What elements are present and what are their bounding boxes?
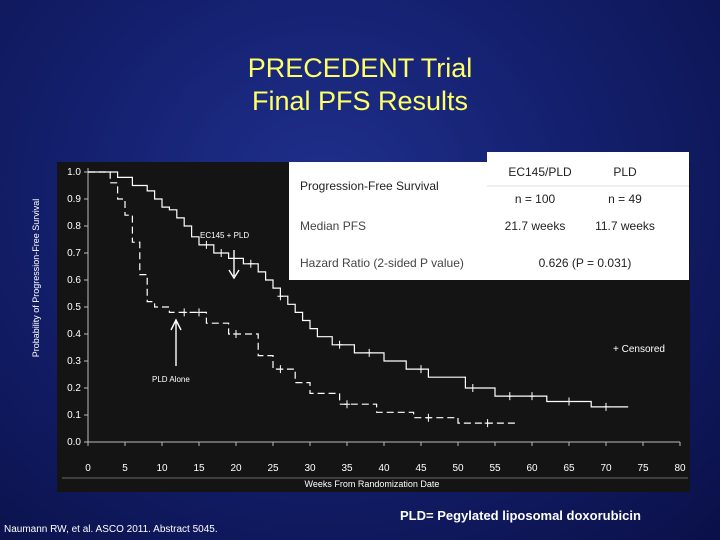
table-median-ec145-pld: 21.7 weeks [505,219,566,233]
y-tick-label: 0.0 [67,437,81,448]
arrow-ec145-pld [228,250,240,280]
censor-mark [484,419,491,428]
x-tick-label: 0 [85,463,91,474]
censor-mark [247,259,254,268]
censor-mark [344,400,350,409]
y-tick-label: 0.7 [67,248,81,259]
x-tick-label: 10 [156,463,168,474]
censor-mark [418,365,424,374]
table-median-pld: 11.7 weeks [595,219,655,233]
censor-mark [425,413,432,422]
y-tick-label: 0.3 [67,356,81,367]
y-tick-label: 0.1 [67,410,81,421]
citation-footnote: Naumann RW, et al. ASCO 2011. Abstract 5… [4,524,218,535]
x-tick-label: 75 [637,463,649,474]
x-tick-label: 30 [304,463,316,474]
censor-mark [181,308,188,317]
x-tick-label: 5 [122,463,128,474]
y-tick-label: 0.9 [67,194,81,205]
annotation-ec145-pld: EC145 + PLD [200,231,249,240]
results-table: Progression-Free Survival EC145/PLD PLD n =… [289,152,689,280]
censor-mark [336,340,343,349]
x-tick-label: 55 [489,463,501,474]
x-axis-label: Weeks From Randomization Date [304,479,440,489]
annotation-pld-alone: PLD Alone [152,375,190,384]
title-line-1: PRECEDENT Trial [247,53,473,83]
table-n-ec145-pld: n = 100 [515,192,556,206]
pld-definition: PLD= Pegylated liposomal doxorubicin [400,508,641,523]
table-col-ec145-pld: EC145/PLD [508,165,572,179]
y-tick-label: 0.2 [67,383,81,394]
km-curve-ec145-pld [88,171,629,408]
table-col-pld: PLD [613,165,637,179]
table-background [289,162,689,280]
censor-mark [233,330,239,338]
censor-mark [203,240,210,249]
table-row-median-label: Median PFS [300,219,366,233]
slide-title: PRECEDENT Trial Final PFS Results [0,52,720,118]
arrow-pld-alone [170,318,182,366]
x-tick-label: 50 [452,463,464,474]
censor-mark [506,392,513,401]
censor-mark [277,292,284,301]
table-n-pld: n = 49 [608,192,642,206]
y-tick-label: 0.4 [67,329,81,340]
censor-mark [277,365,284,374]
x-tick-label: 40 [378,463,390,474]
censor-mark [196,308,202,317]
title-line-2: Final PFS Results [251,86,469,116]
y-tick-label: 1.0 [67,167,81,178]
table-row-hr-label: Hazard Ratio (2-sided P value) [300,256,464,270]
censor-mark [366,348,373,357]
x-tick-label: 15 [193,463,205,474]
censor-mark [603,402,609,411]
x-tick-label: 35 [341,463,353,474]
censor-mark [529,392,535,401]
km-curve-pld-alone [88,171,518,424]
y-tick-label: 0.5 [67,302,81,313]
y-tick-label: 0.8 [67,221,81,232]
x-tick-label: 60 [526,463,538,474]
censor-mark [566,397,572,406]
x-tick-label: 20 [230,463,242,474]
x-tick-label: 45 [415,463,427,474]
censor-mark [469,384,476,392]
table-header-label: Progression-Free Survival [300,179,439,193]
table-header-tab [487,152,689,162]
x-tick-label: 70 [600,463,612,474]
censor-mark [218,249,225,257]
table-hr-value: 0.626 (P = 0.031) [539,256,632,270]
x-tick-label: 80 [674,463,686,474]
censored-legend: + Censored [613,344,665,355]
x-tick-label: 25 [267,463,279,474]
y-tick-label: 0.6 [67,275,81,286]
y-axis-label: Probability of Progression-Free Survival [31,198,41,358]
x-tick-label: 65 [563,463,575,474]
